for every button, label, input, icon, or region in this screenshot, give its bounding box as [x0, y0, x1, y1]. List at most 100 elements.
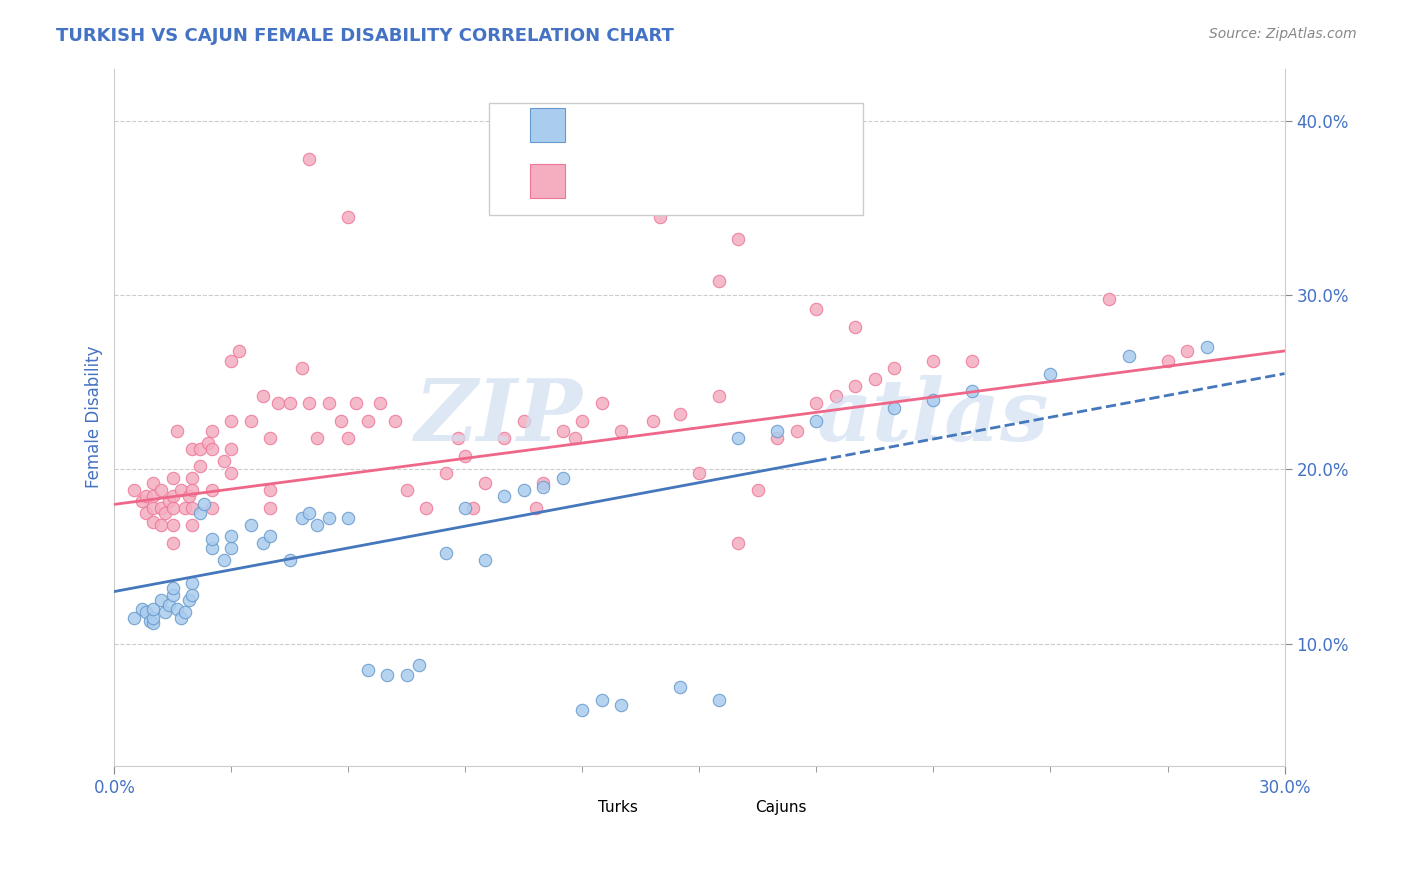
- Point: [153, 606, 176, 620]
- Point: [630, 197, 652, 211]
- Point: [571, 180, 593, 194]
- Point: [318, 511, 340, 525]
- Point: [408, 657, 430, 672]
- Point: [201, 533, 224, 547]
- Point: [278, 553, 301, 567]
- Point: [650, 210, 672, 224]
- Point: [221, 529, 243, 543]
- Point: [150, 518, 173, 533]
- Point: [922, 392, 945, 407]
- Point: [201, 442, 224, 456]
- Point: [962, 354, 984, 368]
- Point: [173, 606, 195, 620]
- Point: [197, 436, 219, 450]
- Point: [1195, 341, 1218, 355]
- Point: [641, 414, 664, 428]
- Point: [221, 442, 243, 456]
- Text: R = 0.287   N = 85: R = 0.287 N = 85: [588, 172, 745, 190]
- Point: [252, 535, 274, 549]
- Point: [551, 424, 574, 438]
- Point: [863, 372, 886, 386]
- Point: [201, 500, 224, 515]
- Text: TURKISH VS CAJUN FEMALE DISABILITY CORRELATION CHART: TURKISH VS CAJUN FEMALE DISABILITY CORRE…: [56, 27, 673, 45]
- Point: [1098, 292, 1121, 306]
- Point: [454, 449, 477, 463]
- Text: ZIP: ZIP: [415, 376, 582, 459]
- Point: [291, 361, 314, 376]
- Point: [318, 396, 340, 410]
- Point: [513, 483, 536, 498]
- Point: [564, 431, 586, 445]
- Point: [446, 431, 468, 445]
- Point: [181, 500, 204, 515]
- Point: [669, 681, 692, 695]
- Point: [533, 480, 555, 494]
- Point: [267, 396, 290, 410]
- Point: [122, 483, 145, 498]
- Point: [259, 529, 281, 543]
- FancyBboxPatch shape: [728, 794, 758, 818]
- Point: [135, 506, 157, 520]
- Text: atlas: atlas: [817, 376, 1049, 459]
- Point: [181, 471, 204, 485]
- Point: [707, 692, 730, 706]
- Point: [221, 466, 243, 480]
- Point: [844, 319, 866, 334]
- Point: [415, 500, 437, 515]
- Point: [142, 515, 165, 529]
- Point: [150, 500, 173, 515]
- FancyBboxPatch shape: [489, 103, 863, 215]
- Point: [181, 483, 204, 498]
- Point: [162, 518, 184, 533]
- Point: [357, 414, 380, 428]
- Point: [162, 535, 184, 549]
- Point: [166, 424, 188, 438]
- Point: [610, 424, 633, 438]
- Point: [181, 518, 204, 533]
- Point: [766, 424, 789, 438]
- Point: [177, 593, 200, 607]
- Point: [883, 401, 905, 416]
- Point: [201, 424, 224, 438]
- Point: [551, 471, 574, 485]
- Point: [142, 615, 165, 630]
- Point: [162, 500, 184, 515]
- Point: [922, 354, 945, 368]
- Point: [131, 602, 153, 616]
- Point: [201, 483, 224, 498]
- Point: [291, 511, 314, 525]
- Point: [368, 396, 391, 410]
- Point: [298, 396, 321, 410]
- Point: [162, 471, 184, 485]
- Point: [142, 500, 165, 515]
- Point: [727, 431, 749, 445]
- Point: [259, 483, 281, 498]
- Point: [157, 599, 180, 613]
- Text: Source: ZipAtlas.com: Source: ZipAtlas.com: [1209, 27, 1357, 41]
- Point: [188, 442, 211, 456]
- Point: [228, 343, 250, 358]
- Point: [181, 442, 204, 456]
- Point: [1039, 367, 1062, 381]
- Point: [727, 535, 749, 549]
- Point: [395, 668, 418, 682]
- Point: [806, 414, 828, 428]
- Point: [157, 494, 180, 508]
- Point: [806, 396, 828, 410]
- Point: [307, 431, 329, 445]
- Point: [357, 663, 380, 677]
- Point: [337, 210, 360, 224]
- Point: [259, 500, 281, 515]
- Point: [474, 553, 496, 567]
- Point: [298, 506, 321, 520]
- Point: [384, 414, 406, 428]
- Point: [142, 476, 165, 491]
- Point: [806, 302, 828, 317]
- Point: [786, 424, 808, 438]
- Point: [571, 414, 593, 428]
- FancyBboxPatch shape: [530, 108, 565, 142]
- Point: [434, 466, 457, 480]
- Point: [212, 454, 235, 468]
- Point: [474, 476, 496, 491]
- Point: [173, 500, 195, 515]
